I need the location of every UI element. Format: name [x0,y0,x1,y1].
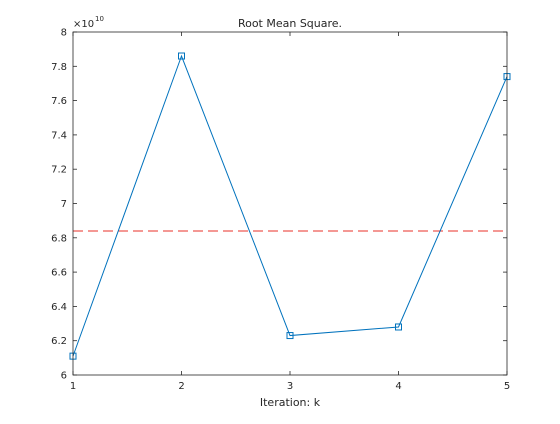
rms-series-line [72,54,508,357]
y-tick-label: 7.8 [51,62,67,73]
y-tick-label: 7 [61,199,67,210]
x-axis-label: Iteration: k [260,396,321,409]
y-tick-label: 6.4 [51,302,67,313]
x-tick-label: 3 [287,381,293,392]
y-tick-label: 6.8 [51,233,67,244]
y-exponent-power: 10 [95,15,104,23]
y-tick-label: 7.6 [51,96,67,107]
y-tick-label: 7.2 [51,165,67,176]
y-tick-label: 6.6 [51,268,67,279]
x-tick-label: 1 [70,381,76,392]
x-tick-label: 4 [395,381,401,392]
x-tick-label: 2 [178,381,184,392]
y-tick-label: 7.4 [51,130,67,141]
rms-point-marker [178,52,185,60]
y-axis-exponent: ×10 10 [73,15,104,30]
y-tick-label: 8 [61,28,67,39]
x-tick-label: 5 [504,381,510,392]
rms-point-marker [395,323,402,331]
chart-title: Root Mean Square. [238,17,342,30]
rms-point-marker [286,332,294,340]
y-tick-label: 6.2 [51,336,67,347]
y-tick-label: 6 [61,371,67,382]
y-exponent-base: ×10 [73,19,94,30]
